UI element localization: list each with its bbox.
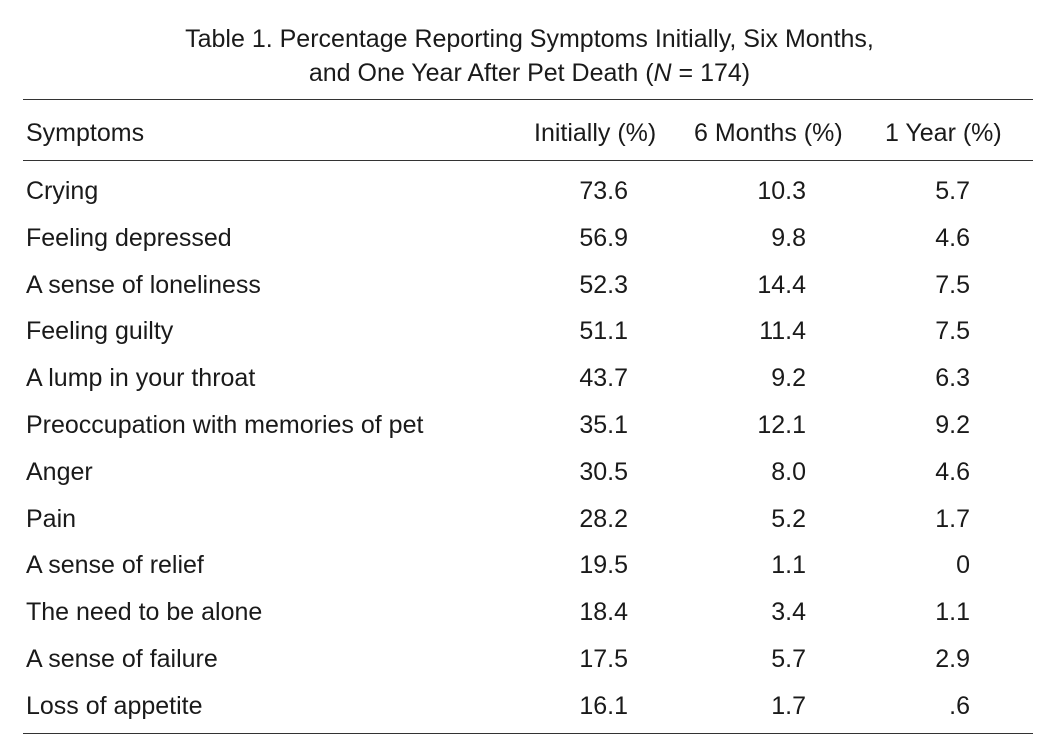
cell-one-year: 1.1 [935,598,970,627]
cell-six-months: 1.1 [771,551,806,580]
cell-six-months: 8.0 [771,457,806,486]
cell-symptom: Anger [26,457,93,486]
cell-six-months: 10.3 [757,177,806,205]
table-caption: Table 1. Percentage Reporting Symptoms I… [0,22,1059,90]
cell-one-year: 7.5 [935,270,970,299]
caption-line-2-suffix: = 174) [671,59,751,87]
table-row: Anger 30.5 8.0 4.6 [0,452,1059,492]
cell-one-year: 0 [956,551,970,580]
cell-six-months: 9.2 [771,364,806,393]
header-symptoms: Symptoms [26,119,145,147]
table-row: Pain 28.2 5.2 1.7 [0,499,1059,539]
table-header-rule [23,160,1033,161]
cell-six-months: 12.1 [757,411,806,439]
cell-one-year: 9.2 [935,411,970,439]
cell-symptom: Pain [26,504,77,533]
cell-symptom: Loss of appetite [26,691,203,720]
table-header-row: Symptoms Initially (%) 6 Months (%) 1 Ye… [0,113,1059,153]
cell-six-months: 5.7 [771,645,806,673]
cell-one-year: 4.6 [935,457,970,486]
cell-symptom: A sense of loneliness [26,270,261,299]
cell-initially: 28.2 [579,504,628,533]
cell-symptom: Feeling guilty [26,317,174,346]
table-row: Loss of appetite 16.1 1.7 .6 [0,686,1059,726]
cell-initially: 35.1 [579,411,628,439]
table-row: The need to be alone 18.4 3.4 1.1 [0,592,1059,632]
cell-symptom: A sense of relief [26,551,204,580]
table-row: Preoccupation with memories of pet 35.1 … [0,405,1059,445]
cell-initially: 43.7 [579,364,628,393]
cell-one-year: .6 [949,691,970,720]
cell-initially: 18.4 [579,598,628,627]
cell-six-months: 14.4 [757,270,806,299]
cell-initially: 16.1 [579,691,628,720]
table-row: A sense of loneliness 52.3 14.4 7.5 [0,265,1059,305]
cell-one-year: 4.6 [935,223,970,252]
header-initially: Initially (%) [534,119,657,147]
cell-one-year: 1.7 [935,504,970,533]
cell-symptom: Crying [26,177,99,205]
header-one-year: 1 Year (%) [885,119,1002,147]
cell-symptom: A sense of failure [26,645,218,673]
cell-symptom: A lump in your throat [26,364,256,393]
cell-initially: 51.1 [579,317,628,346]
cell-six-months: 11.4 [759,317,806,346]
cell-initially: 52.3 [579,270,628,299]
table-row: Crying 73.6 10.3 5.7 [0,171,1059,211]
table-row: Feeling depressed 56.9 9.8 4.6 [0,218,1059,258]
table-row: A lump in your throat 43.7 9.2 6.3 [0,358,1059,398]
table-top-rule [23,99,1033,100]
table-row: Feeling guilty 51.1 11.4 7.5 [0,311,1059,351]
cell-initially: 73.6 [579,177,628,205]
cell-six-months: 3.4 [771,598,806,627]
cell-six-months: 5.2 [771,504,806,533]
cell-symptom: Preoccupation with memories of pet [26,411,424,439]
cell-initially: 19.5 [579,551,628,580]
cell-initially: 30.5 [579,457,628,486]
table-row: A sense of failure 17.5 5.7 2.9 [0,639,1059,679]
table-bottom-rule [23,733,1033,734]
cell-symptom: The need to be alone [26,598,263,627]
cell-one-year: 6.3 [935,364,970,393]
header-six-months: 6 Months (%) [694,119,843,147]
cell-one-year: 5.7 [935,177,970,205]
cell-one-year: 7.5 [935,317,970,346]
caption-line-2-prefix: and One Year After Pet Death ( [308,59,654,87]
cell-symptom: Feeling depressed [26,223,232,252]
table-row: A sense of relief 19.5 1.1 0 [0,545,1059,585]
cell-one-year: 2.9 [935,645,970,673]
cell-six-months: 9.8 [771,223,806,252]
caption-line-2: and One Year After Pet Death (N = 174) [0,56,1059,90]
cell-initially: 56.9 [579,223,628,252]
caption-n-symbol: N [653,59,672,87]
cell-initially: 17.5 [579,645,628,673]
caption-line-1: Table 1. Percentage Reporting Symptoms I… [185,25,874,53]
cell-six-months: 1.7 [771,691,806,720]
